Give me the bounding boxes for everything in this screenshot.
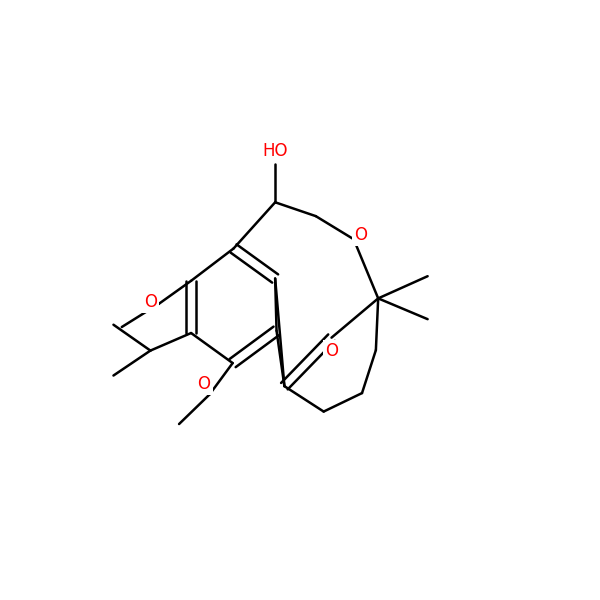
Text: O: O	[144, 293, 157, 311]
Text: HO: HO	[262, 142, 288, 160]
Text: O: O	[325, 341, 338, 359]
Text: O: O	[354, 226, 367, 244]
Text: O: O	[197, 376, 211, 394]
